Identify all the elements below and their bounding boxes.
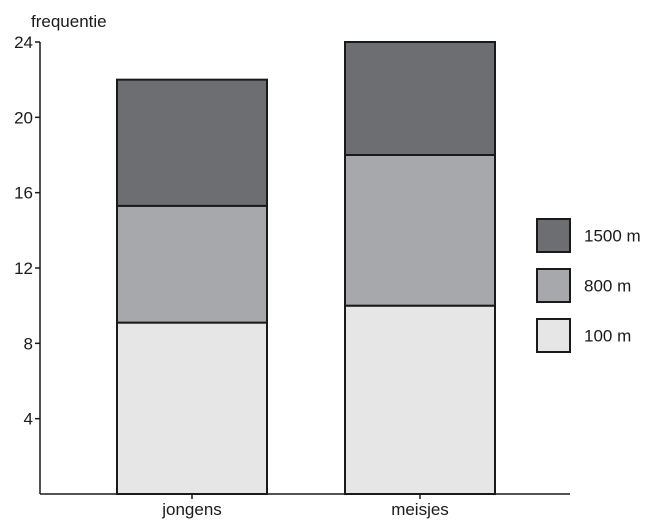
y-tick-label-16: 16 xyxy=(14,184,33,203)
bar-meisjes-100-m xyxy=(344,304,496,495)
legend-swatch-800-m xyxy=(536,268,571,303)
bar-meisjes-800-m xyxy=(344,154,496,307)
bar-jongens-100-m xyxy=(116,321,268,495)
x-tick-label-meisjes: meisjes xyxy=(391,500,449,519)
y-tick-label-4: 4 xyxy=(24,410,33,429)
legend-label-800-m: 800 m xyxy=(584,277,631,296)
chart-axes: jongens meisjes 4 8 12 16 20 24 xyxy=(14,33,570,519)
chart-marks xyxy=(116,41,496,495)
y-tick-label-8: 8 xyxy=(24,334,33,353)
y-tick-label-24: 24 xyxy=(14,33,33,52)
y-axis-title: frequentie xyxy=(31,12,107,31)
legend-swatch-1500-m xyxy=(536,218,571,253)
legend-label-100-m: 100 m xyxy=(584,327,631,346)
legend-label-1500-m: 1500 m xyxy=(584,227,641,246)
legend: 1500 m 800 m 100 m xyxy=(536,218,641,353)
bar-jongens-1500-m xyxy=(116,78,268,207)
y-tick-label-12: 12 xyxy=(14,259,33,278)
bar-meisjes-1500-m xyxy=(344,41,496,156)
x-tick-label-jongens: jongens xyxy=(161,500,222,519)
legend-swatch-100-m xyxy=(536,318,571,353)
y-tick-label-20: 20 xyxy=(14,108,33,127)
bar-jongens-800-m xyxy=(116,204,268,324)
